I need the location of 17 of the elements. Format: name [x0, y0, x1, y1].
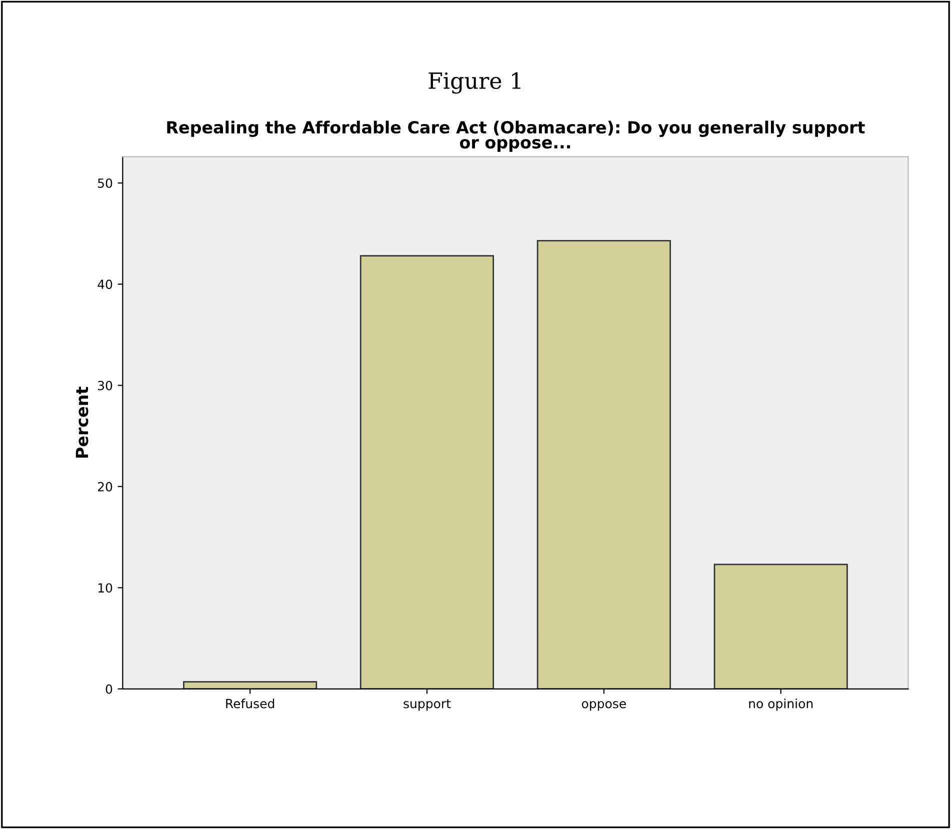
- y-tick-label: 0: [106, 684, 112, 694]
- y-tick-label: 50: [98, 178, 112, 188]
- chart-subtitle: Repealing the Affordable Care Act (Obamacare): Do you generally support or oppose...: [167, 120, 865, 152]
- x-tick-label: oppose: [582, 701, 626, 711]
- bar: [183, 681, 318, 689]
- y-tick-label: 40: [98, 280, 112, 290]
- x-tick-label: Refused: [226, 698, 274, 708]
- bar: [536, 240, 671, 689]
- y-axis-title: Percent: [76, 386, 88, 458]
- y-tick-label: 20: [98, 482, 112, 492]
- y-tick-label: 10: [98, 583, 112, 593]
- bar: [714, 564, 848, 689]
- bar: [360, 255, 494, 689]
- x-tick-label: support: [404, 699, 451, 711]
- x-tick-label: no opinion: [749, 698, 813, 711]
- chart-title: Figure 1: [428, 72, 520, 94]
- y-tick-label: 30: [98, 380, 112, 390]
